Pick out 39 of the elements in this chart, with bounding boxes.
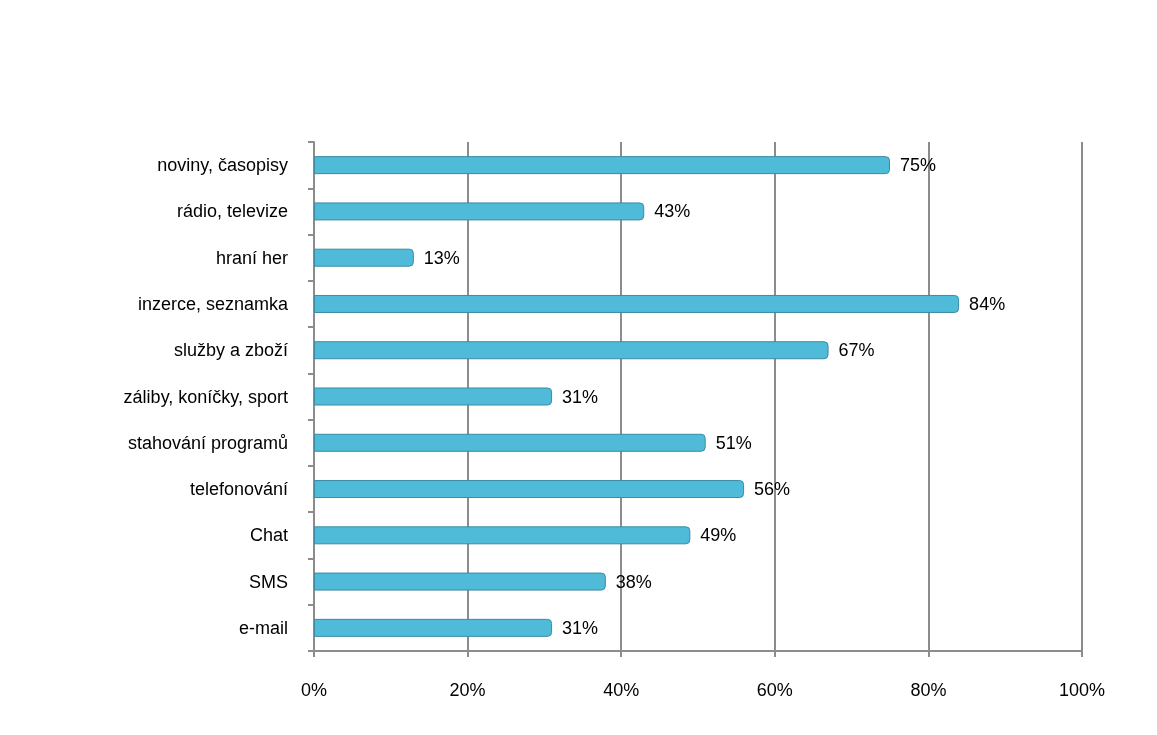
y-tick-label: Chat [249,525,288,546]
data-label: 51% [715,432,752,453]
y-tick-label: inzerce, seznamka [137,293,289,314]
y-tick-label: hraní her [215,247,288,268]
x-tick-label: 0% [300,680,328,700]
x-tick-label: 20% [449,680,486,700]
data-label: 13% [423,247,460,268]
y-tick-label: rádio, televize [176,201,288,222]
bar [314,572,606,591]
y-tick-label: stahování programů [127,432,288,453]
x-tick-label: 60% [756,680,793,700]
data-label: 31% [562,386,599,407]
data-label: 38% [615,571,652,592]
bar [314,387,553,406]
bar [314,526,691,545]
bar [314,248,414,267]
bar [314,480,745,499]
bar [314,618,553,637]
data-label: 67% [838,340,875,361]
y-tick-label: SMS [248,571,288,592]
bar [314,433,706,452]
data-label: 75% [900,155,937,176]
data-label: 31% [562,617,599,638]
y-tick-label: telefonování [189,479,288,500]
data-label: 43% [654,201,691,222]
y-tick-label: e-mail [238,617,288,638]
y-tick-label: noviny, časopisy [157,155,288,176]
bar [314,294,960,313]
x-tick-label: 100% [1058,680,1106,700]
y-tick-label: záliby, koníčky, sport [123,386,288,407]
bar [314,202,645,221]
data-label: 84% [969,293,1006,314]
data-label: 49% [700,525,737,546]
bar [314,341,829,360]
bar [314,156,890,175]
x-tick-label: 40% [603,680,640,700]
data-label: 56% [754,479,791,500]
x-tick-label: 80% [910,680,947,700]
y-tick-label: služby a zboží [173,340,288,361]
